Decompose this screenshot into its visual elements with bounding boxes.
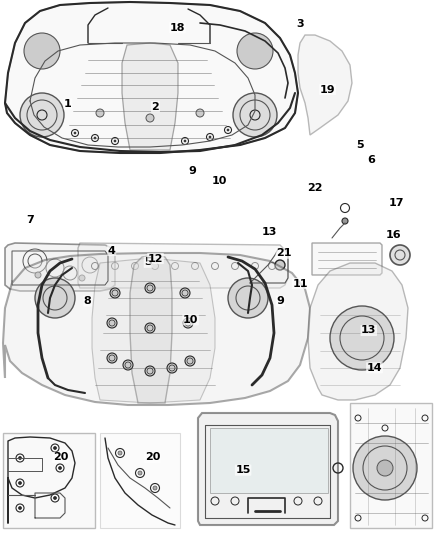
Circle shape bbox=[377, 460, 393, 476]
Text: 13: 13 bbox=[261, 227, 277, 237]
Circle shape bbox=[184, 140, 186, 142]
Circle shape bbox=[138, 471, 142, 475]
Text: 21: 21 bbox=[276, 248, 292, 258]
Polygon shape bbox=[122, 43, 178, 150]
Circle shape bbox=[110, 288, 120, 298]
Text: 22: 22 bbox=[307, 183, 322, 192]
Text: 5: 5 bbox=[144, 257, 152, 267]
Polygon shape bbox=[92, 258, 215, 403]
Circle shape bbox=[123, 360, 133, 370]
Circle shape bbox=[227, 129, 229, 131]
Text: 19: 19 bbox=[320, 85, 336, 94]
Polygon shape bbox=[308, 263, 408, 400]
Circle shape bbox=[342, 218, 348, 224]
Circle shape bbox=[107, 353, 117, 363]
Text: 6: 6 bbox=[367, 155, 375, 165]
Circle shape bbox=[233, 93, 277, 137]
Circle shape bbox=[209, 136, 211, 138]
Circle shape bbox=[55, 278, 61, 284]
Circle shape bbox=[94, 137, 96, 139]
Polygon shape bbox=[78, 243, 288, 288]
Circle shape bbox=[153, 486, 157, 490]
Polygon shape bbox=[298, 35, 352, 135]
Circle shape bbox=[53, 447, 57, 449]
Text: 16: 16 bbox=[385, 230, 401, 239]
Text: 18: 18 bbox=[170, 23, 185, 33]
Polygon shape bbox=[210, 428, 328, 493]
Circle shape bbox=[96, 109, 104, 117]
Circle shape bbox=[183, 318, 193, 328]
Polygon shape bbox=[3, 253, 310, 405]
Circle shape bbox=[18, 456, 21, 459]
Circle shape bbox=[145, 366, 155, 376]
Text: 9: 9 bbox=[189, 166, 197, 175]
Text: 10: 10 bbox=[183, 315, 198, 325]
Polygon shape bbox=[100, 433, 180, 528]
Circle shape bbox=[353, 436, 417, 500]
Text: 15: 15 bbox=[235, 465, 251, 475]
Text: 12: 12 bbox=[148, 254, 163, 263]
Text: 8: 8 bbox=[84, 296, 92, 306]
Circle shape bbox=[180, 288, 190, 298]
Text: 3: 3 bbox=[296, 19, 304, 29]
Text: 20: 20 bbox=[53, 453, 68, 462]
Text: 9: 9 bbox=[276, 296, 284, 306]
Circle shape bbox=[53, 497, 57, 499]
Circle shape bbox=[20, 93, 64, 137]
Text: 5: 5 bbox=[356, 140, 364, 150]
Text: 14: 14 bbox=[367, 363, 382, 373]
Circle shape bbox=[145, 283, 155, 293]
Text: 4: 4 bbox=[108, 246, 116, 255]
Text: 13: 13 bbox=[361, 326, 377, 335]
Circle shape bbox=[59, 466, 61, 470]
Text: 10: 10 bbox=[211, 176, 227, 186]
Circle shape bbox=[237, 33, 273, 69]
Text: 7: 7 bbox=[26, 215, 34, 224]
Circle shape bbox=[79, 275, 85, 281]
Circle shape bbox=[35, 272, 41, 278]
Polygon shape bbox=[5, 243, 115, 291]
Text: 11: 11 bbox=[292, 279, 308, 288]
Circle shape bbox=[196, 109, 204, 117]
Circle shape bbox=[74, 132, 76, 134]
Circle shape bbox=[18, 481, 21, 484]
Circle shape bbox=[118, 451, 122, 455]
Circle shape bbox=[18, 506, 21, 510]
Text: 2: 2 bbox=[152, 102, 159, 111]
Circle shape bbox=[35, 278, 75, 318]
Polygon shape bbox=[350, 403, 432, 528]
Circle shape bbox=[185, 356, 195, 366]
Text: 17: 17 bbox=[389, 198, 404, 207]
Text: 1: 1 bbox=[64, 99, 72, 109]
Polygon shape bbox=[130, 255, 172, 403]
Polygon shape bbox=[5, 2, 298, 153]
Text: 20: 20 bbox=[145, 453, 160, 462]
Circle shape bbox=[390, 245, 410, 265]
Polygon shape bbox=[198, 413, 338, 525]
Circle shape bbox=[24, 33, 60, 69]
Circle shape bbox=[107, 318, 117, 328]
Circle shape bbox=[146, 114, 154, 122]
Polygon shape bbox=[3, 433, 95, 528]
Circle shape bbox=[275, 260, 285, 270]
Circle shape bbox=[228, 278, 268, 318]
Circle shape bbox=[145, 323, 155, 333]
Circle shape bbox=[167, 363, 177, 373]
Circle shape bbox=[330, 306, 394, 370]
Circle shape bbox=[114, 140, 116, 142]
Polygon shape bbox=[312, 243, 382, 275]
